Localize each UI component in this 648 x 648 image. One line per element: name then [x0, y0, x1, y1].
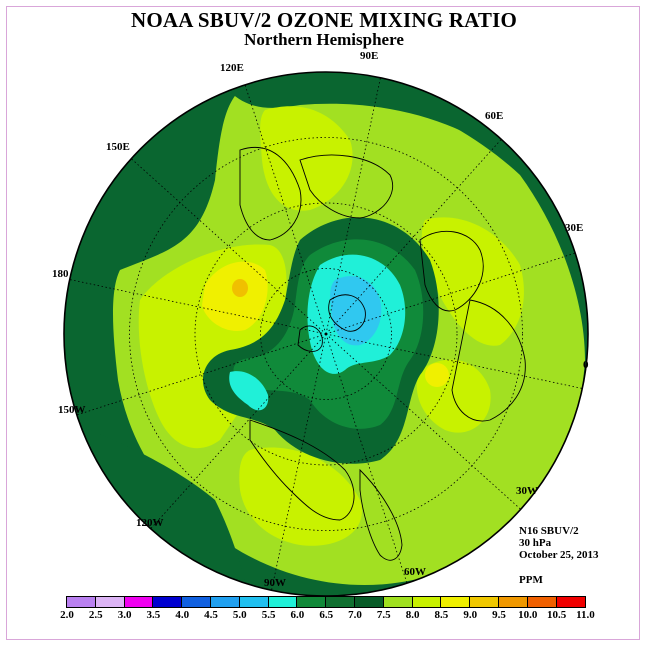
lon-label-180: 180 — [52, 268, 69, 280]
colorbar-cell — [354, 597, 384, 607]
lon-label-150e: 150E — [106, 141, 130, 153]
ozone-region-5-5-6-0-west — [229, 371, 269, 411]
colorbar-cell — [67, 597, 96, 607]
colorbar-cell — [470, 597, 499, 607]
lon-label-60w: 60W — [404, 566, 426, 578]
colorbar-cell — [326, 597, 355, 607]
colorbar-tick-label: 7.0 — [348, 609, 362, 621]
colorbar-cell — [527, 597, 557, 607]
ozone-region-5-0-5-5 — [330, 276, 382, 346]
colorbar-tick-label: 2.0 — [60, 609, 74, 621]
colorbar-cell — [268, 597, 298, 607]
lon-label-90w: 90W — [264, 577, 286, 589]
colorbar-tick-label: 10.5 — [546, 609, 567, 621]
colorbar-tick-label: 5.5 — [261, 609, 276, 621]
colorbar-cell — [210, 597, 240, 607]
lon-label-60e: 60E — [485, 110, 504, 122]
lon-label-120e: 120E — [220, 62, 244, 74]
graticule — [69, 77, 583, 591]
ozone-field — [64, 72, 588, 596]
ozone-region-8-0-8-5 — [202, 261, 268, 331]
pressure-level-label: 30 hPa — [519, 537, 552, 549]
lon-label-0: 0 — [583, 359, 589, 371]
ozone-region-7-5-8-0-south — [239, 447, 362, 546]
ozone-region-8-5-9-0 — [232, 279, 248, 297]
map-subtitle: Northern Hemisphere — [244, 30, 404, 49]
latitude-circle — [129, 137, 523, 531]
colorbar-tick-label: 8.0 — [405, 609, 420, 621]
lon-label-120w: 120W — [136, 517, 164, 529]
colorbar-tick-label: 3.0 — [117, 609, 132, 621]
lon-label-150w: 150W — [58, 404, 86, 416]
colorbar — [66, 596, 587, 608]
colorbar-tick-label: 6.5 — [319, 609, 334, 621]
colorbar-cell — [153, 597, 183, 607]
colorbar-cell — [239, 597, 269, 607]
colorbar-cell — [182, 597, 211, 607]
ozone-region-8-0-8-5-east — [425, 363, 449, 387]
units-label: PPM — [519, 574, 543, 586]
map-title: NOAA SBUV/2 OZONE MIXING RATIO — [131, 8, 517, 32]
colorbar-tick-label: 5.0 — [232, 609, 247, 621]
date-label: October 25, 2013 — [519, 549, 599, 561]
colorbar-tick-label: 2.5 — [88, 609, 103, 621]
colorbar-cell — [383, 597, 413, 607]
colorbar-tick-label: 7.5 — [376, 609, 391, 621]
colorbar-tick-label: 9.0 — [463, 609, 478, 621]
latitude-circle — [194, 202, 458, 466]
lon-label-30w: 30W — [516, 485, 538, 497]
lon-label-30e: 30E — [565, 222, 584, 234]
colorbar-tick-label: 6.0 — [290, 609, 305, 621]
colorbar-tick-label: 10.0 — [518, 609, 538, 621]
colorbar-cell — [441, 597, 471, 607]
colorbar-tick-label: 9.5 — [492, 609, 506, 621]
colorbar-cell — [297, 597, 327, 607]
colorbar-tick-label: 8.5 — [434, 609, 449, 621]
instrument-label: N16 SBUV/2 — [519, 525, 579, 537]
colorbar-cell — [498, 597, 528, 607]
colorbar-cell — [124, 597, 154, 607]
colorbar-cell — [556, 597, 586, 607]
colorbar-tick-label: 4.0 — [175, 609, 190, 621]
latitude-circle — [260, 268, 392, 400]
colorbar-tick-label: 4.5 — [204, 609, 218, 621]
lon-label-90e: 90E — [360, 50, 379, 62]
coastlines — [239, 146, 526, 561]
ozone-region-7-5-8-0-east — [421, 217, 524, 346]
colorbar-cell — [412, 597, 442, 607]
colorbar-cell — [95, 597, 125, 607]
colorbar-tick-label: 3.5 — [146, 609, 161, 621]
colorbar-tick-label: 11.0 — [576, 609, 595, 621]
